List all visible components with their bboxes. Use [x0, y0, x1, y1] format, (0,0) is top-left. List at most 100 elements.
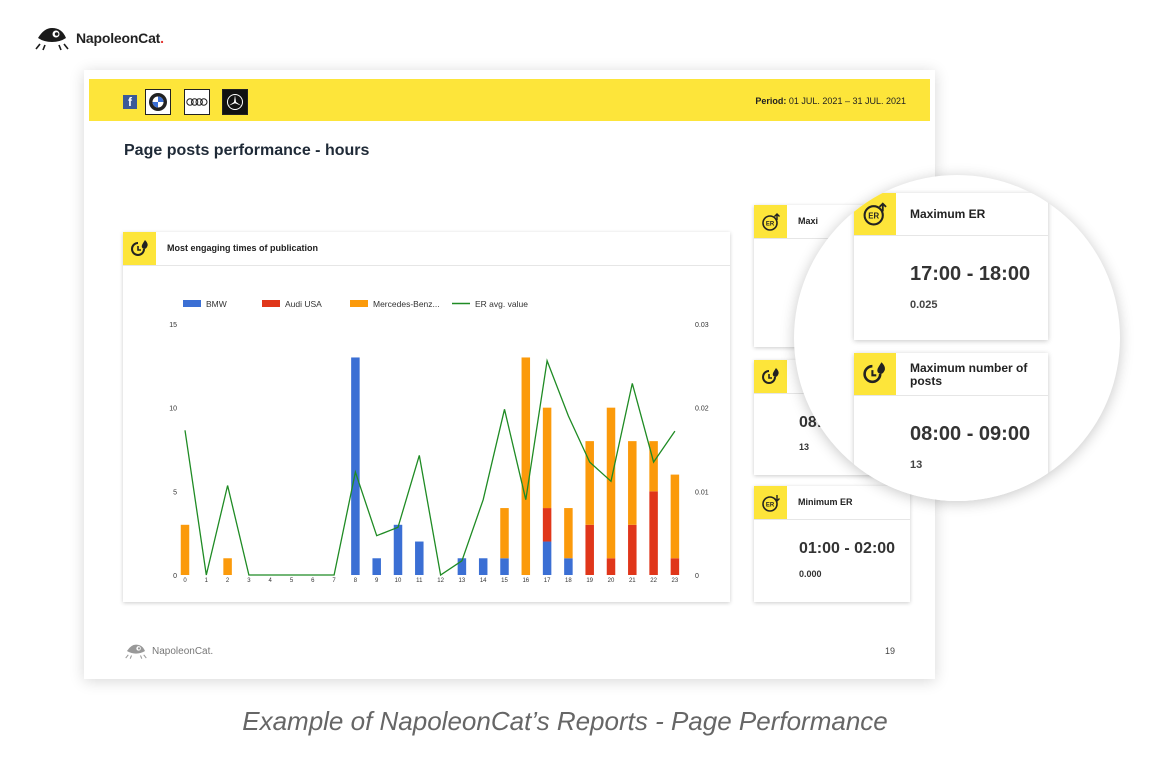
- napoleoncat-logo[interactable]: NapoleonCat.: [34, 24, 164, 52]
- bar-segment: [564, 558, 573, 575]
- x-tick-label: 17: [544, 578, 551, 584]
- bar-segment: [180, 524, 190, 575]
- bar-segment: [542, 508, 552, 542]
- x-tick-label: 9: [375, 578, 379, 584]
- x-tick-label: 22: [650, 578, 657, 584]
- chart-title: Most engaging times of publication: [167, 243, 319, 253]
- svg-text:ER: ER: [765, 221, 774, 227]
- brand-name: NapoleonCat.: [76, 30, 164, 46]
- stat-card-min-er: ER Minimum ER 01:00 - 02:00 0.000: [754, 486, 910, 602]
- y-tick-label-right: 0.01: [695, 489, 709, 496]
- fire-clock-icon: [754, 360, 787, 393]
- legend-label: Mercedes-Benz...: [373, 299, 440, 309]
- bar-segment: [500, 508, 509, 559]
- bmw-logo-icon: [145, 89, 171, 115]
- y-tick-label-right: 0.02: [695, 406, 709, 413]
- y-tick-label-right: 0: [695, 573, 699, 580]
- x-tick-label: 19: [586, 578, 593, 584]
- x-tick-label: 11: [416, 578, 423, 584]
- legend-swatch: [350, 300, 368, 307]
- bar-segment: [478, 558, 488, 575]
- bar-segment: [670, 558, 680, 575]
- legend-swatch: [183, 300, 201, 307]
- legend-label: ER avg. value: [475, 299, 528, 309]
- bar-segment: [585, 441, 594, 525]
- x-tick-label: 5: [290, 578, 294, 584]
- bar-segment: [457, 558, 467, 575]
- report-header: f Period: 01 JUL. 2021 – 31 JUL. 2021: [89, 79, 930, 121]
- bar-segment: [564, 508, 573, 559]
- cat-logo-icon: [125, 644, 147, 659]
- er-up-icon: ER: [754, 205, 787, 238]
- stat-label: Maximum number of posts: [910, 361, 1028, 388]
- bar-segment: [585, 524, 594, 575]
- stat-label: Maxi: [798, 216, 819, 226]
- bar-segment: [606, 407, 616, 559]
- bar-segment: [223, 558, 232, 575]
- page-number: 19: [885, 646, 896, 656]
- x-tick-label: 12: [437, 578, 444, 584]
- stat-value: 01:00 - 02:00: [799, 540, 896, 557]
- bar-segment: [372, 558, 381, 575]
- x-tick-label: 21: [629, 578, 636, 584]
- fire-clock-icon: [854, 353, 896, 395]
- stat-value: 17:00 - 18:00: [910, 263, 1031, 285]
- bar-segment: [606, 558, 616, 575]
- x-tick-label: 8: [354, 578, 358, 584]
- bar-segment: [649, 491, 658, 575]
- y-tick-label-right: 0.03: [695, 322, 709, 329]
- svg-text:ER: ER: [868, 212, 879, 221]
- x-tick-label: 10: [395, 578, 402, 584]
- cat-logo-icon: [35, 28, 69, 51]
- bar-segment: [415, 541, 424, 575]
- bar-line-chart: BMW Audi USA Mercedes-Benz... ER avg. value…: [169, 299, 709, 584]
- fire-clock-icon: [123, 232, 156, 265]
- stat-card-header: [854, 193, 1048, 236]
- x-tick-label: 6: [311, 578, 315, 584]
- stat-subvalue: 0.025: [910, 299, 938, 311]
- x-tick-label: 7: [332, 578, 336, 584]
- bar-segment: [351, 357, 360, 575]
- svg-text:ER: ER: [765, 502, 774, 508]
- stat-label: Minimum ER: [798, 497, 853, 507]
- x-tick-label: 23: [672, 578, 679, 584]
- bar-segment: [393, 524, 403, 575]
- chart-card: Most engaging times of publication BMW Au…: [123, 232, 730, 602]
- x-tick-label: 4: [269, 578, 273, 584]
- legend-label: BMW: [206, 299, 227, 309]
- facebook-icon: f: [123, 95, 137, 109]
- x-tick-label: 13: [459, 578, 466, 584]
- y-tick-label-left: 10: [169, 406, 177, 413]
- x-tick-label: 20: [608, 578, 615, 584]
- legend-label: Audi USA: [285, 299, 322, 309]
- report-period: Period: 01 JUL. 2021 – 31 JUL. 2021: [755, 96, 906, 106]
- bar-segment: [670, 474, 680, 559]
- stat-value: 08:00 - 09:00: [910, 423, 1031, 445]
- legend-swatch: [262, 300, 280, 307]
- x-tick-label: 0: [183, 578, 187, 584]
- x-tick-label: 14: [480, 578, 487, 584]
- bar-segment: [500, 558, 509, 575]
- bar-segment: [542, 541, 552, 575]
- y-tick-label-left: 5: [173, 489, 177, 496]
- mercedes-logo-icon: [222, 89, 248, 115]
- stat-subvalue: 0.000: [799, 569, 822, 579]
- footer-brand: NapoleonCat.: [152, 645, 214, 657]
- magnified-max-er-card: ER Maximum ER 17:00 - 18:00 0.025: [854, 193, 1048, 340]
- audi-logo-icon: [184, 89, 210, 115]
- x-tick-label: 3: [247, 578, 251, 584]
- bar-segment: [649, 441, 658, 492]
- bar-segment: [628, 441, 637, 525]
- x-tick-label: 18: [565, 578, 572, 584]
- stat-card-header: [754, 486, 910, 520]
- divider: [123, 265, 730, 266]
- bar-segment: [628, 524, 637, 575]
- magnifier-circle: ER Maximum ER 17:00 - 18:00 0.025 Maximu…: [794, 175, 1120, 501]
- stat-label: Maximum ER: [910, 207, 986, 221]
- stat-card-header: [854, 353, 1048, 396]
- page-title: Page posts performance - hours: [124, 142, 370, 159]
- bar-segment: [521, 357, 531, 575]
- x-tick-label: 15: [501, 578, 508, 584]
- x-tick-label: 16: [522, 578, 529, 584]
- er-up-icon: ER: [854, 193, 896, 235]
